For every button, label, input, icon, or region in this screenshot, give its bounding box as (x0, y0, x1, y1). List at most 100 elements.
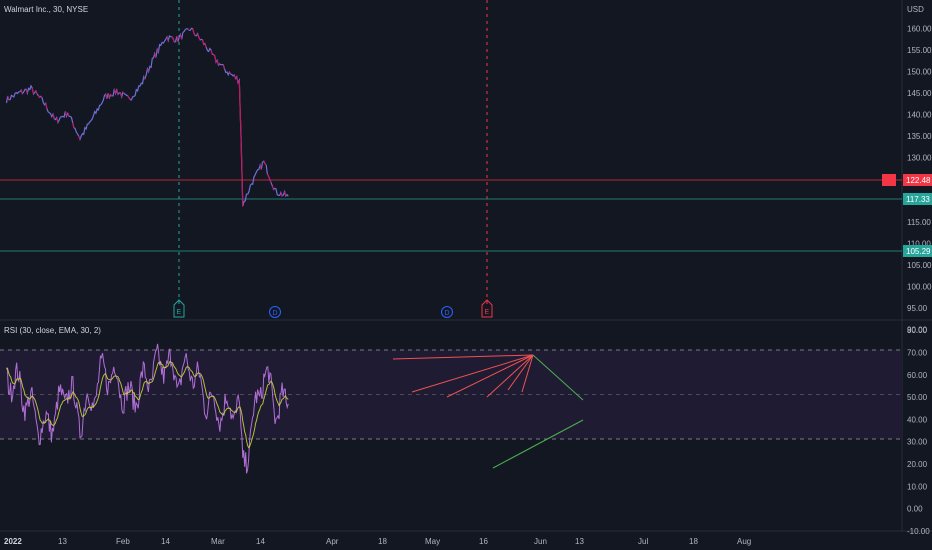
rsi-series-line[interactable] (6, 343, 289, 474)
trendline-red-4[interactable] (486, 354, 534, 398)
trendline-red-3[interactable] (446, 354, 534, 398)
rsi-axis-tick: 50.00 (907, 393, 928, 402)
rsi-ema-line[interactable] (6, 360, 289, 449)
svg-text:117.33: 117.33 (906, 195, 930, 204)
price-down-tick (45, 103, 48, 109)
price-down-tick (7, 95, 10, 100)
price-down-tick (213, 53, 216, 57)
price-down-tick (105, 94, 108, 99)
price-down-tick (176, 36, 179, 43)
price-down-tick (119, 92, 123, 98)
price-down-tick (233, 74, 237, 79)
price-axis-tick: 145.00 (907, 89, 932, 98)
time-axis-tick: 2022 (4, 537, 22, 546)
price-down-tick (259, 165, 262, 170)
rsi-axis-tick: 20.00 (907, 460, 928, 469)
time-axis-tick: 14 (161, 537, 170, 546)
time-axis-tick: 13 (575, 537, 584, 546)
time-axis[interactable]: 2022 13 Feb 14 Mar 14 Apr 18 May 16 Jun 13 Jul 18 Aug (4, 537, 751, 546)
price-down-tick (241, 170, 244, 207)
price-down-tick (20, 89, 23, 94)
price-down-tick (52, 114, 55, 119)
price-down-tick (56, 117, 59, 123)
price-down-tick (143, 76, 146, 79)
price-down-tick (67, 113, 70, 117)
rsi-axis-tick: 70.00 (907, 349, 928, 358)
price-down-tick (239, 108, 242, 137)
current-price-tag: 122.48 (882, 174, 932, 186)
svg-text:E: E (177, 309, 182, 316)
price-down-tick (222, 64, 226, 70)
price-down-tick (179, 34, 183, 40)
price-down-tick (113, 88, 117, 94)
price-down-tick (110, 94, 113, 97)
time-axis-tick: Jul (638, 537, 648, 546)
rsi-axis[interactable]: 80.00 70.00 60.00 50.00 40.00 30.00 20.00 10.00… (907, 326, 930, 536)
price-down-tick (193, 32, 196, 36)
rsi-axis-tick: 10.00 (907, 482, 928, 491)
svg-text:D: D (273, 310, 278, 317)
price-axis-tick: 100.00 (907, 283, 932, 292)
trendline-red-2[interactable] (411, 354, 534, 393)
green-mid-tag: 117.33 (903, 193, 932, 205)
price-down-tick (171, 36, 174, 39)
time-axis-tick: Mar (211, 537, 225, 546)
time-axis-tick: 16 (479, 537, 488, 546)
price-down-tick (238, 80, 241, 109)
svg-text:122.48: 122.48 (906, 176, 931, 185)
time-axis-tick: 18 (689, 537, 698, 546)
rsi-axis-tick: 40.00 (907, 415, 928, 424)
price-axis-tick: 150.00 (907, 68, 932, 77)
event-marker-dividend-may[interactable]: D (441, 306, 453, 318)
price-down-tick (236, 76, 239, 83)
price-down-tick (187, 28, 190, 31)
price-axis-tick: 130.00 (907, 154, 932, 163)
price-down-tick (280, 192, 283, 197)
trendline-green-lower[interactable] (492, 419, 584, 469)
price-down-tick (37, 95, 41, 98)
event-marker-earnings-feb[interactable]: E (173, 299, 185, 318)
price-down-tick (172, 38, 175, 43)
time-axis-tick: Jun (534, 537, 547, 546)
price-axis-tick: 95.00 (907, 304, 928, 313)
event-marker-earnings-may[interactable]: E (481, 299, 493, 318)
symbol-title[interactable]: Walmart Inc., 30, NYSE (4, 5, 88, 14)
time-axis-tick: Feb (116, 537, 130, 546)
rsi-axis-tick: 60.00 (907, 371, 928, 380)
trendline-red-5[interactable] (507, 354, 534, 391)
trendline-green-upper[interactable] (532, 354, 584, 401)
price-axis-tick: 140.00 (907, 111, 932, 120)
event-marker-dividend-mar[interactable]: D (269, 306, 281, 318)
svg-text:E: E (485, 309, 490, 316)
price-down-tick (116, 89, 119, 95)
price-down-tick (166, 36, 169, 41)
price-down-tick (192, 28, 195, 34)
price-axis-tick: 110.00 (907, 240, 931, 249)
price-down-tick (127, 95, 130, 99)
price-down-tick (197, 33, 200, 38)
time-axis-tick: May (425, 537, 440, 546)
time-axis-tick: 14 (256, 537, 265, 546)
price-down-tick (198, 36, 201, 41)
rsi-indicator-title[interactable]: RSI (30, close, EMA, 30, 2) (4, 326, 101, 335)
price-down-tick (122, 91, 125, 94)
time-axis-tick: Apr (326, 537, 339, 546)
price-down-tick (35, 90, 38, 95)
svg-text:105.29: 105.29 (906, 247, 931, 256)
rsi-trendlines[interactable] (392, 354, 584, 469)
price-down-tick (210, 49, 213, 55)
price-down-tick (40, 95, 43, 99)
trendline-red-1[interactable] (392, 354, 534, 360)
rsi-axis-tick: 30.00 (907, 438, 928, 447)
price-down-tick (72, 122, 75, 128)
price-down-tick (240, 136, 243, 171)
price-down-tick (201, 39, 205, 45)
price-down-tick (271, 185, 275, 190)
price-down-tick (78, 135, 81, 140)
price-down-tick (266, 173, 270, 177)
rsi-axis-tick: -10.00 (907, 527, 930, 536)
trendline-red-6[interactable] (521, 354, 534, 393)
price-down-tick (284, 191, 287, 197)
